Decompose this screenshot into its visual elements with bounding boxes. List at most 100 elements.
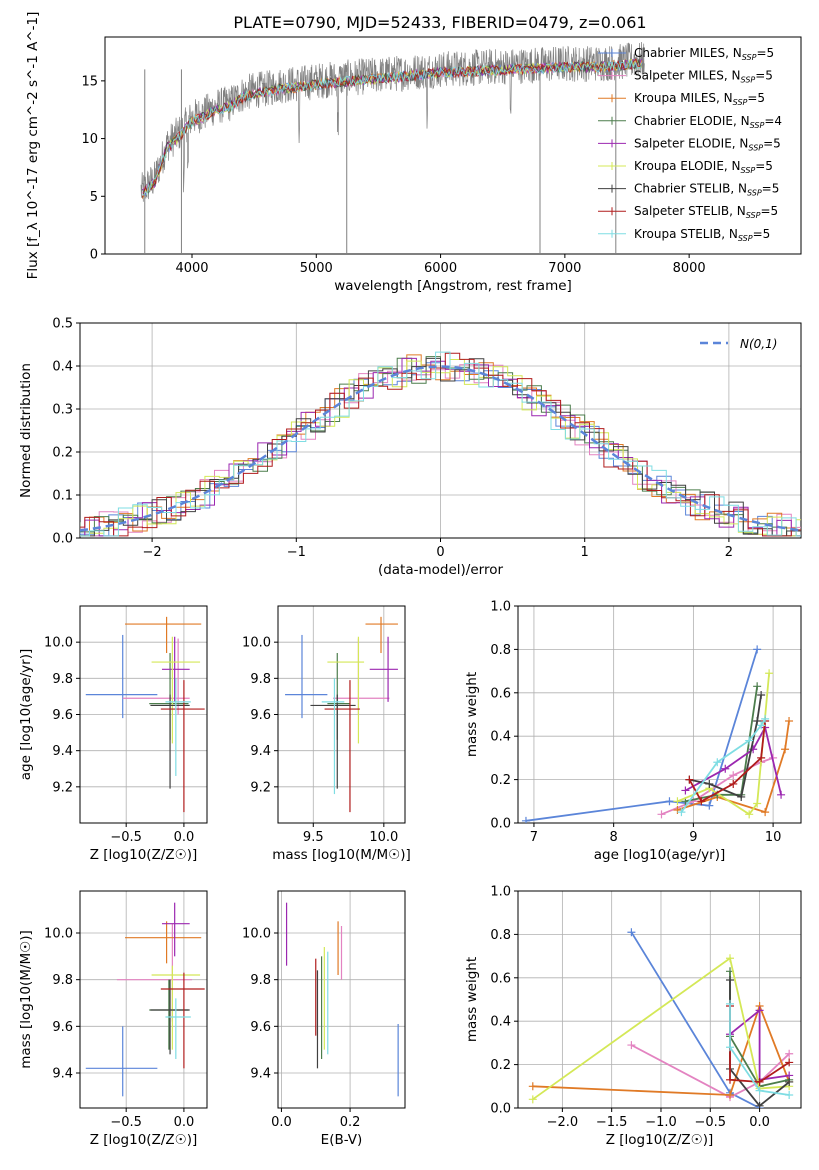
x-tick-label: 6000: [424, 261, 457, 276]
data-point: [673, 797, 682, 806]
y-tick-label: 10.0: [44, 927, 73, 942]
residual-histogram: [80, 364, 801, 537]
data-point: [729, 771, 738, 780]
legend-entry: Kroupa ELODIE, NSSP=5: [634, 159, 773, 175]
legend-entry: Kroupa STELIB, NSSP=5: [634, 227, 770, 243]
legend-entry: Salpeter MILES, NSSP=5: [634, 69, 773, 85]
y-tick-label: 0: [90, 248, 98, 263]
y-axis-label: mass weight: [464, 672, 480, 757]
y-tick-label: 1.0: [490, 600, 511, 615]
x-tick-label: −0.5: [110, 1115, 142, 1130]
y-tick-label: 5: [90, 190, 98, 205]
legend-name: Chabrier ELODIE, N: [634, 114, 750, 128]
mass-weight-series: [532, 1003, 791, 1096]
x-axis-label: E(B-V): [321, 1132, 363, 1148]
x-tick-label: 5000: [300, 261, 333, 276]
x-tick-label: 7000: [548, 261, 581, 276]
legend-entry: Chabrier MILES, NSSP=5: [634, 46, 774, 62]
y-tick-label: 0.3: [52, 403, 73, 418]
data-point: [761, 808, 770, 817]
y-tick-label: 0.6: [490, 971, 511, 986]
x-tick-label: 0.0: [749, 1115, 770, 1130]
y-tick-label: 9.4: [250, 1067, 271, 1082]
legend-suffix: =5: [755, 69, 773, 83]
data-point: [785, 1090, 794, 1099]
x-tick-label: −0.5: [110, 830, 142, 845]
data-point: [681, 786, 690, 795]
legend-suffix: =5: [760, 204, 778, 218]
plot-area: [80, 351, 801, 537]
y-tick-label: 9.4: [52, 744, 73, 759]
data-point: [726, 975, 735, 984]
data-point: [745, 736, 754, 745]
y-tick-label: 0.8: [490, 643, 511, 658]
x-axis-label: age [log10(age/yr)]: [594, 847, 726, 863]
mass-weight-series: [532, 956, 790, 1101]
x-tick-label: 1: [581, 545, 589, 560]
y-tick-label: 15: [81, 74, 98, 89]
massweight-vs-age-panel: 7 8 9 10 0.0 0.2 0.4 0.6 0.8 1.0 age [log10(age/yr…: [464, 600, 802, 863]
plot-area: [140, 41, 645, 254]
plot-frame: [79, 322, 802, 539]
legend-name: Salpeter STELIB, N: [634, 204, 746, 218]
mass-weight-series: [689, 694, 762, 799]
data-point: [737, 792, 746, 801]
y-tick-label: 0.4: [490, 730, 511, 745]
legend-subscript: SSP: [747, 189, 762, 198]
data-point: [777, 790, 786, 799]
residual-histogram: [80, 352, 801, 537]
data-point: [755, 1086, 764, 1095]
massweight-vs-metallicity-panel: −2.0 −1.5 −1.0 −0.5 0.0 0.0 0.2 0.4 0.6 0.8 1.0 Z […: [464, 885, 802, 1148]
data-point: [757, 690, 766, 699]
x-tick-label: −2: [143, 545, 162, 560]
legend-name: Kroupa STELIB, N: [634, 227, 738, 241]
y-tick-label: 9.2: [52, 780, 73, 795]
x-tick-label: 0.0: [271, 1115, 292, 1130]
residual-histogram: [80, 357, 801, 537]
legend-entry: Chabrier ELODIE, NSSP=4: [634, 114, 782, 130]
data-point: [677, 808, 686, 817]
age-vs-mass-panel: 9.5 10.0 9.2 9.4 9.6 9.8 10.0 mass [log10(M/M☉)…: [242, 605, 411, 863]
data-point: [528, 1095, 537, 1104]
y-tick-label: 10.0: [44, 636, 73, 651]
data-point: [781, 745, 790, 754]
x-tick-label: −1.0: [645, 1115, 677, 1130]
x-tick-label: 0.0: [174, 1115, 195, 1130]
data-point: [765, 669, 774, 678]
x-tick-label: 2: [725, 545, 733, 560]
y-tick-label: 9.6: [250, 708, 271, 723]
data-point: [753, 682, 762, 691]
legend-suffix: =5: [762, 182, 780, 196]
legend-name: Salpeter ELODIE, N: [634, 136, 748, 150]
data-point: [657, 810, 666, 819]
y-tick-label: 9.8: [52, 672, 73, 687]
x-tick-label: 0.0: [174, 830, 195, 845]
y-tick-label: 9.2: [250, 780, 271, 795]
x-tick-label: 8: [610, 830, 618, 845]
data-point: [753, 799, 762, 808]
residual-histogram: [80, 351, 801, 537]
plot-frame: [79, 605, 208, 824]
x-axis-label: Z [log10(Z/Z☉)]: [606, 1132, 714, 1148]
y-tick-label: 0.8: [490, 928, 511, 943]
legend-subscript: SSP: [741, 76, 756, 85]
data-point: [726, 999, 735, 1008]
legend-name: Salpeter MILES, N: [634, 69, 741, 83]
data-point: [755, 1077, 764, 1086]
legend-entry: Salpeter STELIB, NSSP=5: [634, 204, 778, 220]
data-point: [726, 1075, 735, 1084]
legend-subscript: SSP: [741, 166, 756, 175]
data-point: [753, 717, 762, 726]
y-tick-label: 10.0: [242, 927, 271, 942]
y-axis-label: Normed distribution: [18, 363, 34, 498]
mass-weight-series: [677, 720, 790, 814]
plot-frame: [79, 890, 208, 1109]
x-tick-label: 0.2: [340, 1115, 361, 1130]
legend-suffix: =5: [756, 46, 774, 60]
data-point: [528, 1082, 537, 1091]
y-tick-label: 9.6: [52, 708, 73, 723]
y-tick-label: 0.2: [52, 446, 73, 461]
data-point: [755, 1006, 764, 1015]
data-point: [726, 1090, 735, 1099]
